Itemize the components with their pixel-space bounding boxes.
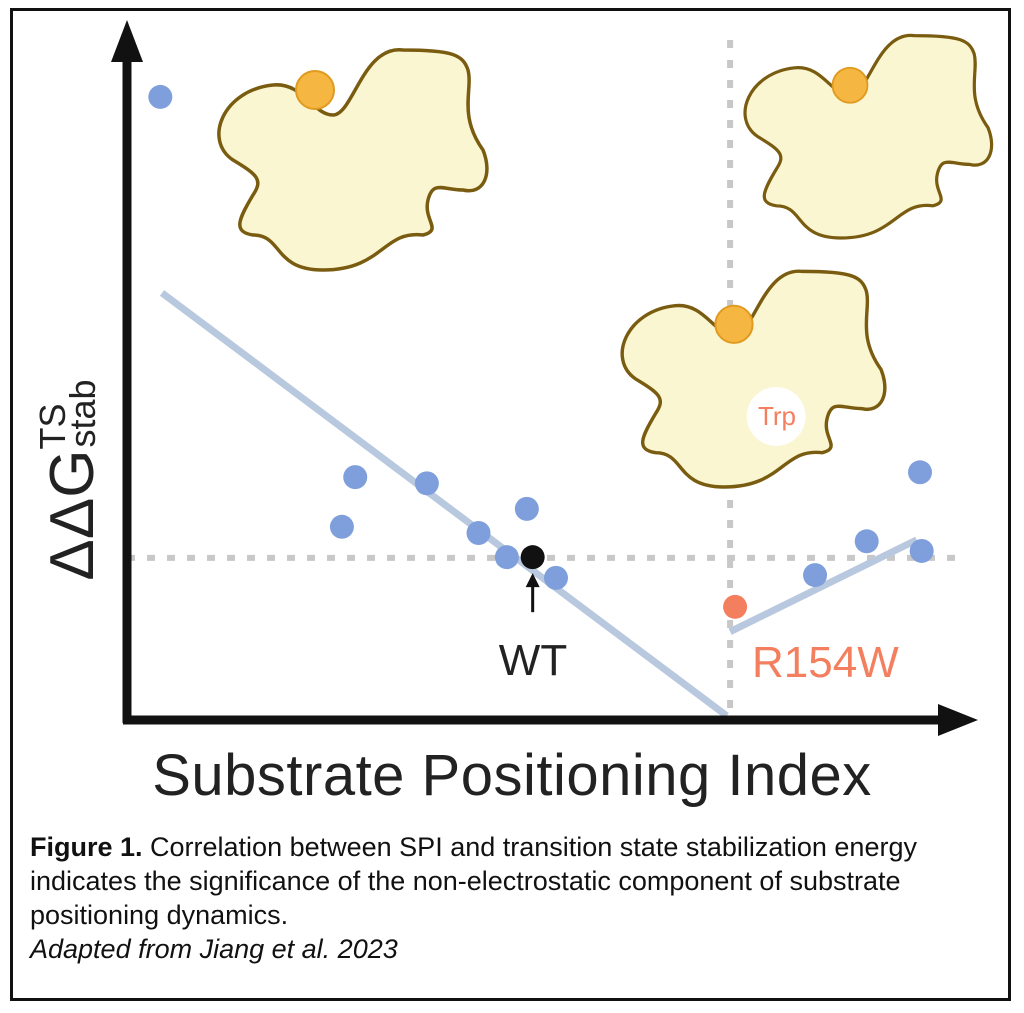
protein-shape [620,269,887,489]
y-axis-label: ΔΔGTSstab [32,379,108,580]
substrate-icon [714,304,754,344]
r154w-label: R154W [752,638,899,687]
protein-illustration [620,269,887,489]
data-point [803,563,828,588]
caption-label: Figure 1. [30,832,143,862]
data-point [343,465,368,490]
data-point-wt [520,545,545,570]
wt-label: WT [499,636,567,685]
caption-text: Correlation between SPI and transition s… [30,832,917,930]
fit-line [728,536,919,635]
data-point [543,565,568,590]
protein-shape [217,48,489,272]
figure-caption: Figure 1. Correlation between SPI and tr… [30,830,1000,966]
data-point-r154w [723,594,748,619]
substrate-icon [295,70,335,110]
caption-credit: Adapted from Jiang et al. 2023 [30,934,398,964]
data-point [854,529,879,554]
data-point [466,521,491,546]
x-axis-label: Substrate Positioning Index [152,743,872,808]
data-point [908,460,933,485]
y-label-subscript: stab [62,379,103,448]
data-point [494,545,519,570]
data-point [148,84,173,109]
figure-frame [10,8,1011,1001]
trp-residue-icon [746,387,806,446]
trp-label: Trp [758,401,796,431]
substrate-icon [831,66,869,104]
data-point [414,471,439,496]
protein-illustration [217,48,489,272]
protein-shape [743,33,994,240]
protein-illustration [743,33,994,240]
fit-line [159,290,729,719]
data-point [329,514,354,539]
x-axis-arrowhead [938,704,978,736]
data-point [909,538,934,563]
wt-arrow-head [525,573,540,588]
y-axis-arrowhead [111,20,143,62]
y-label-main: ΔΔG [38,449,107,581]
data-point [514,496,539,521]
